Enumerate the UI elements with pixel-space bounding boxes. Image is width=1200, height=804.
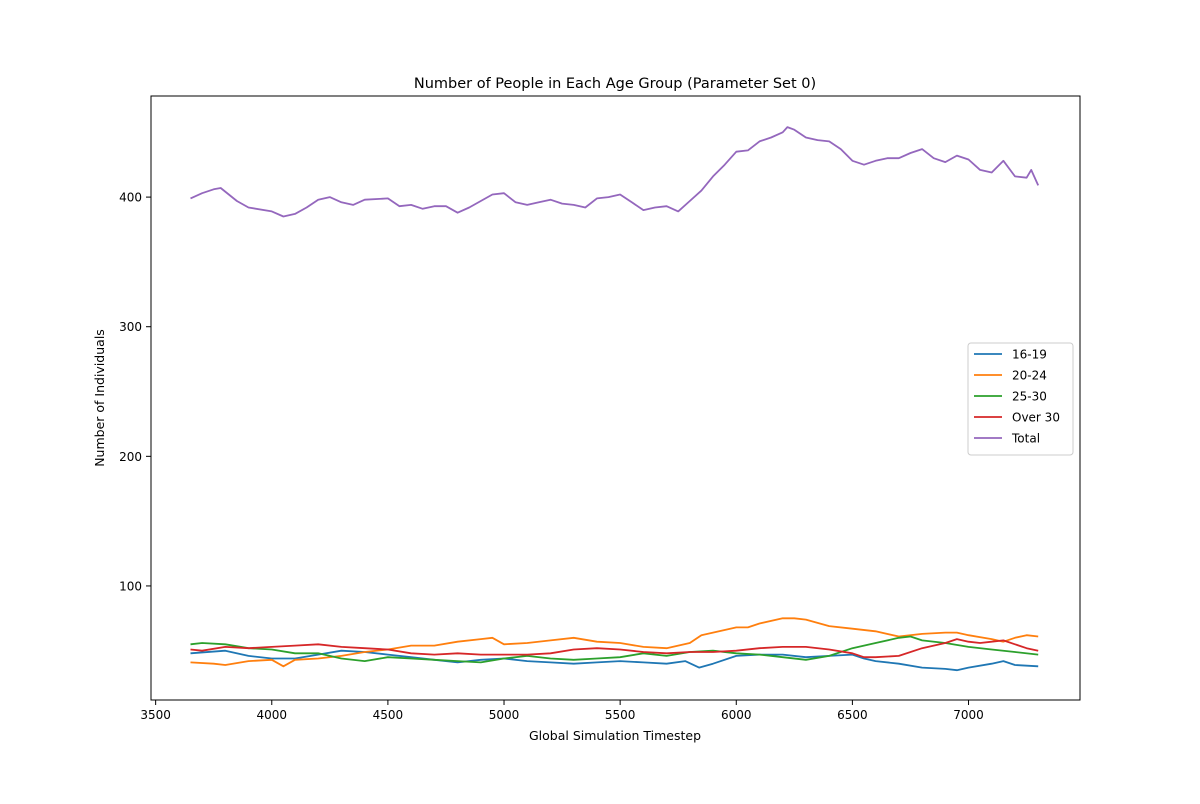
x-axis-label: Global Simulation Timestep (529, 728, 701, 743)
series-line-16-19 (190, 649, 1039, 672)
series-layer (190, 126, 1040, 672)
y-axis: 100 200 300 400 (119, 191, 151, 593)
x-tick-label: 7000 (953, 708, 984, 722)
y-tick-label: 200 (119, 450, 142, 464)
x-tick-label: 4000 (256, 708, 287, 722)
x-tick-label: 3500 (140, 708, 171, 722)
y-tick-label: 100 (119, 579, 142, 593)
x-axis: 3500 4000 4500 5000 5500 6000 6500 7000 (140, 700, 984, 722)
legend-box (967, 342, 1074, 456)
legend-label: 20-24 (1012, 369, 1047, 383)
y-tick-label: 300 (119, 320, 142, 334)
chart-title: Number of People in Each Age Group (Para… (414, 76, 816, 92)
legend-label: 25-30 (1012, 390, 1047, 404)
legend-label: 16-19 (1012, 348, 1047, 362)
series-line-total (190, 126, 1040, 218)
x-tick-label: 6000 (721, 708, 752, 722)
y-axis-label: Number of Individuals (92, 329, 107, 467)
plot-frame (150, 95, 1081, 701)
legend-label: Over 30 (1012, 411, 1060, 425)
x-tick-label: 5500 (605, 708, 636, 722)
series-line-over-30 (190, 638, 1039, 659)
legend-label: Total (1011, 432, 1040, 446)
x-tick-label: 6500 (837, 708, 868, 722)
x-tick-label: 4500 (373, 708, 404, 722)
y-tick-label: 400 (119, 191, 142, 205)
series-line-25-30 (190, 635, 1039, 664)
x-tick-label: 5000 (489, 708, 520, 722)
legend: 16-19 20-24 25-30 Over 30 Total (967, 342, 1074, 456)
series-line-20-24 (190, 617, 1039, 668)
